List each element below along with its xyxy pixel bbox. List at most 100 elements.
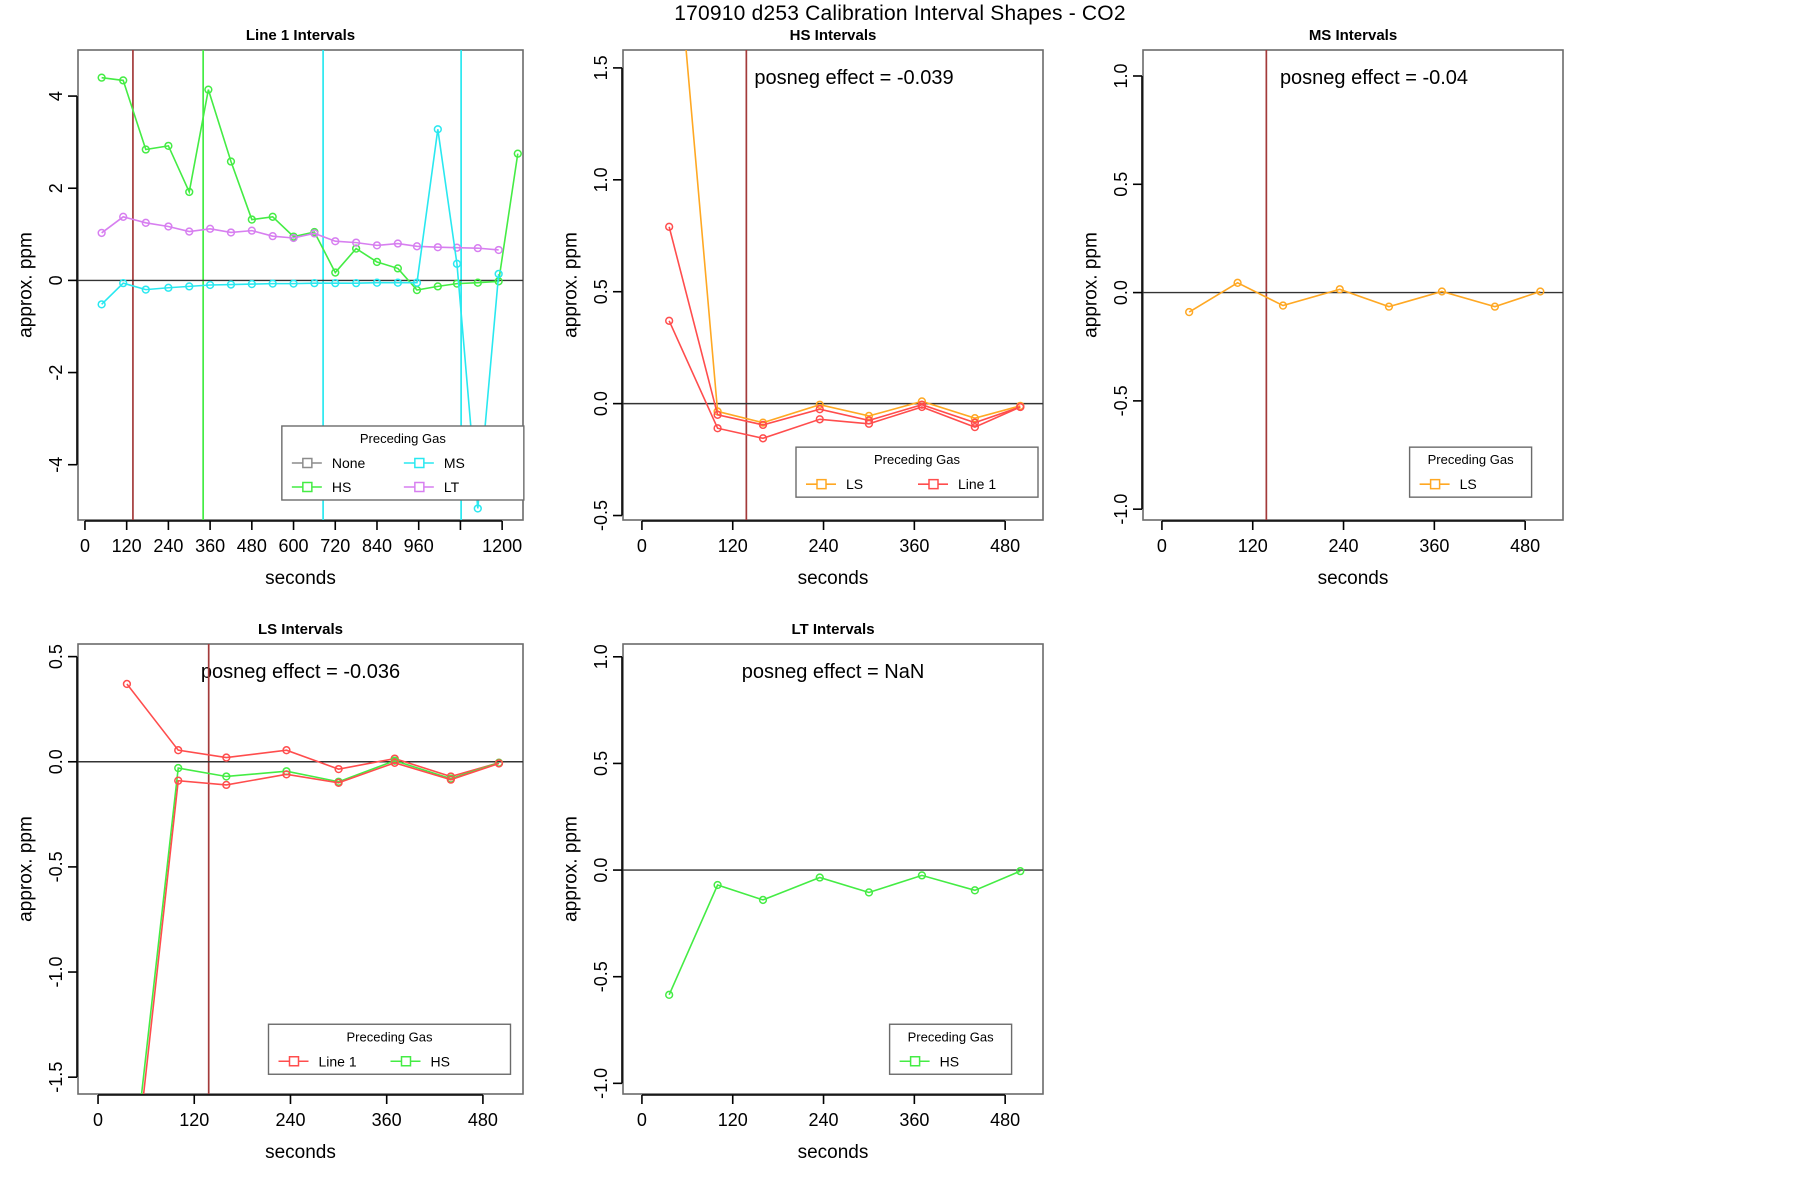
series-point [268, 279, 277, 288]
chart-ms-intervals: MS Intervals posneg effect = -0.04 0 120 240… [1081, 27, 1564, 589]
panel-line1-intervals: Line 1 Intervals 0 120 240 360 480 600 720 840 96… [0, 16, 545, 616]
series-point [247, 215, 256, 224]
series-point [758, 420, 768, 430]
legend-item-hs[interactable]: HS [291, 479, 351, 495]
series-line-1 [140, 759, 500, 1094]
x-tick-label: 480 [1510, 536, 1540, 556]
legend-box [795, 446, 1039, 498]
series-point [1016, 866, 1025, 876]
series-point [351, 244, 361, 253]
legend-marker-icon [1429, 478, 1441, 490]
legend: Preceding Gas Line 1 HS [267, 1023, 512, 1075]
legend-item-hs[interactable]: HS [899, 1053, 959, 1069]
legend-item-ms[interactable]: MS [403, 455, 465, 471]
posneg-annotation: posneg effect = -0.039 [754, 67, 953, 89]
series-point [310, 279, 319, 288]
series-point [665, 316, 674, 325]
series-point [372, 257, 382, 267]
plot-frame [77, 643, 524, 1095]
legend-marker-icon [302, 481, 313, 493]
series-point [1490, 302, 1500, 311]
y-tick-label: -4 [46, 457, 66, 473]
series-point [473, 278, 482, 287]
legend-marker-icon [909, 1056, 921, 1067]
axes: 0 120 240 360 480 seconds -1.0 -0.5 0.0 0.5 1.0 app… [561, 644, 1021, 1163]
x-axis-label: seconds [798, 1142, 869, 1163]
y-tick-label: -1.0 [591, 1068, 611, 1099]
y-tick-label: 0.5 [591, 279, 611, 304]
x-tick-label: 360 [899, 1110, 929, 1130]
posneg-annotation: posneg effect = -0.036 [201, 661, 400, 683]
series-point [412, 278, 422, 287]
series-point [1384, 302, 1394, 311]
y-tick-label: -0.5 [1111, 385, 1131, 416]
legend-item-ls[interactable]: LS [1419, 476, 1477, 492]
series-line-2 [668, 320, 1021, 440]
x-tick-label: 120 [112, 536, 142, 556]
series-point [864, 411, 874, 421]
legend-item-label: MS [444, 455, 465, 471]
series-point [473, 504, 482, 513]
series-point [97, 73, 106, 82]
series-point [282, 770, 291, 779]
legend-item-label: Line 1 [958, 476, 996, 492]
legend-item-none[interactable]: None [291, 455, 366, 471]
series-point [205, 280, 215, 290]
panel-ms-intervals: MS Intervals posneg effect = -0.04 0 120 240… [1065, 16, 1585, 616]
series-point [185, 227, 194, 236]
series-point [97, 228, 106, 238]
series-point [1233, 278, 1242, 287]
x-tick-label: 240 [809, 536, 839, 556]
x-tick-label: 1200 [482, 536, 522, 556]
series-point [917, 871, 927, 880]
series-point [513, 149, 522, 158]
series-point [164, 222, 173, 231]
legend: Preceding Gas LS Line 1 [795, 446, 1039, 498]
legend-item-label: LS [1460, 476, 1477, 492]
chart-hs-intervals: HS Intervals posneg effect = -0.039 0 120 24… [561, 27, 1044, 589]
series-point [222, 780, 231, 790]
y-tick-label: -0.5 [46, 851, 66, 882]
legend-item-lt[interactable]: LT [403, 479, 460, 495]
main-title: 170910 d253 Calibration Interval Shapes … [674, 2, 1126, 25]
y-tick-label: 0.0 [591, 858, 611, 883]
series-point [122, 679, 132, 689]
series-point [1335, 285, 1344, 294]
series-point [331, 268, 340, 277]
legend-item-label: LT [444, 479, 460, 495]
legend-item-hs[interactable]: HS [390, 1053, 450, 1069]
x-tick-label: 360 [195, 536, 225, 556]
legend-item-line-1[interactable]: Line 1 [278, 1053, 357, 1069]
legend-marker-icon [816, 478, 827, 490]
legend-box [267, 1023, 512, 1075]
series-point [713, 424, 722, 433]
legend-marker-icon [288, 1056, 300, 1067]
series-point [864, 888, 874, 897]
series-point [331, 237, 340, 246]
series-point [334, 764, 343, 774]
y-axis-label: approx. ppm [561, 232, 582, 338]
series-point [164, 141, 173, 150]
y-tick-label: 0.5 [591, 751, 611, 776]
series-point [174, 776, 183, 785]
legend-item-label: LS [846, 476, 863, 492]
y-tick-label: -0.5 [591, 500, 611, 531]
series-point [665, 222, 674, 231]
y-tick-label: -0.5 [591, 961, 611, 992]
series-point [119, 76, 128, 85]
series-point [970, 418, 980, 427]
series-point [185, 187, 194, 197]
series-point [1278, 301, 1288, 310]
y-tick-label: 0.0 [46, 749, 66, 774]
series-point [282, 746, 291, 755]
y-axis-label: approx. ppm [16, 232, 37, 338]
y-axis-label: approx. ppm [1081, 232, 1102, 338]
x-tick-label: 240 [1329, 536, 1359, 556]
chart-ls-intervals: LS Intervals posneg effect = -0.036 0 120 24… [16, 621, 524, 1163]
panel-title: HS Intervals [790, 27, 877, 44]
legend-item-ls[interactable]: LS [806, 476, 863, 492]
legend-title: Preceding Gas [360, 431, 446, 446]
legend-item-line-1[interactable]: Line 1 [918, 476, 996, 492]
y-axis-label: approx. ppm [16, 816, 37, 922]
plot-frame [1142, 49, 1564, 521]
